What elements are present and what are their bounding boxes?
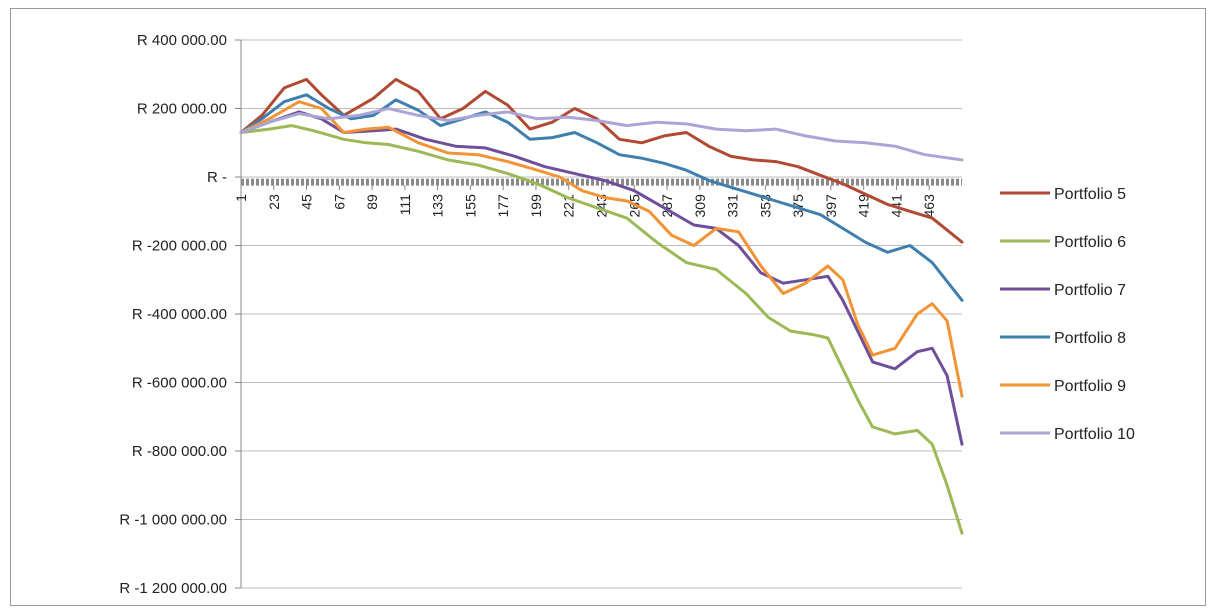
y-tick-label: R -800 000.00 xyxy=(132,443,227,460)
y-tick-label: R - xyxy=(207,169,227,186)
y-tick-label: R -1 000 000.00 xyxy=(119,512,227,529)
x-tick-label: 155 xyxy=(462,194,478,218)
y-tick-label: R -600 000.00 xyxy=(132,375,227,392)
y-tick-label: R -400 000.00 xyxy=(132,306,227,323)
legend-label: Portfolio 6 xyxy=(1054,234,1126,251)
legend-label: Portfolio 5 xyxy=(1054,186,1126,203)
y-tick-label: R -200 000.00 xyxy=(132,238,227,255)
legend-label: Portfolio 8 xyxy=(1054,330,1126,347)
y-tick-label: R -1 200 000.00 xyxy=(119,580,227,597)
legend-label: Portfolio 7 xyxy=(1054,282,1126,299)
series-line xyxy=(239,93,964,302)
legend-label: Portfolio 10 xyxy=(1054,426,1135,443)
x-tick-label: 67 xyxy=(331,194,347,210)
legend-label: Portfolio 9 xyxy=(1054,378,1126,395)
x-tick-label: 397 xyxy=(823,194,839,218)
x-tick-label: 177 xyxy=(495,194,511,218)
x-tick-label: 463 xyxy=(921,194,937,218)
series-line xyxy=(239,100,964,398)
x-tick-label: 1 xyxy=(233,194,249,202)
chart-frame xyxy=(10,8,1206,606)
series-line xyxy=(239,77,964,244)
x-tick-label: 199 xyxy=(528,194,544,218)
x-tick-label: 45 xyxy=(299,194,315,210)
series-line xyxy=(239,107,964,162)
x-tick-label: 331 xyxy=(725,194,741,218)
x-tick-label: 419 xyxy=(856,194,872,218)
y-tick-label: R 400 000.00 xyxy=(137,32,227,49)
y-tick-label: R 200 000.00 xyxy=(137,101,227,118)
x-tick-label: 375 xyxy=(790,194,806,218)
x-tick-label: 89 xyxy=(364,194,380,210)
x-tick-label: 111 xyxy=(397,194,413,215)
x-tick-label: 133 xyxy=(430,194,446,218)
x-tick-label: 309 xyxy=(692,194,708,218)
series-line xyxy=(239,124,964,535)
x-tick-label: 23 xyxy=(266,194,282,210)
series-line xyxy=(239,110,964,446)
